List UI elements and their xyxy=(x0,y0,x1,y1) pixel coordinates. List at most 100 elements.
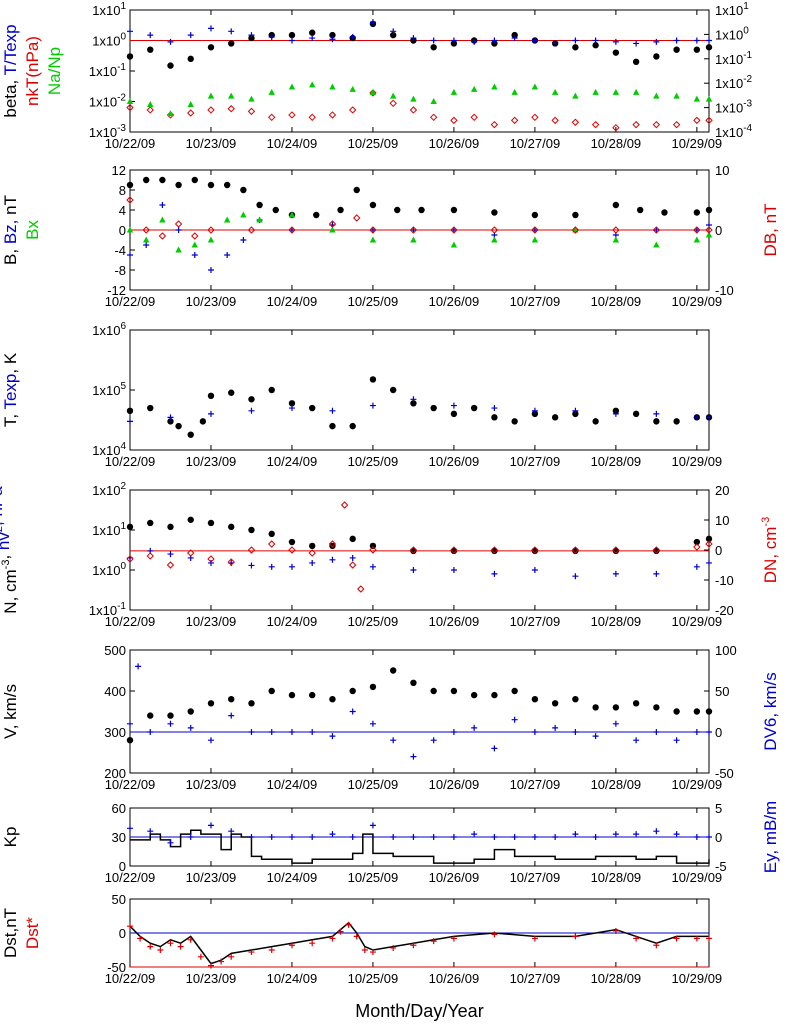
data-point xyxy=(693,834,700,840)
data-point xyxy=(207,181,215,189)
y-tick-label: 400 xyxy=(104,684,126,699)
y2-tick-label: 1x100 xyxy=(715,25,749,42)
data-point xyxy=(652,546,661,554)
y-axis-label-3: Na/Np xyxy=(45,47,64,95)
data-point xyxy=(309,940,316,947)
x-tick-label: 10/22/09 xyxy=(105,971,156,986)
data-point xyxy=(531,567,538,573)
data-point xyxy=(705,206,713,214)
data-point xyxy=(705,44,713,51)
y-tick-label: 1x10-1 xyxy=(89,601,127,618)
data-point xyxy=(612,570,619,577)
data-point xyxy=(345,921,352,928)
data-point xyxy=(288,211,296,218)
data-point xyxy=(369,201,377,209)
data-point xyxy=(369,402,376,409)
data-point xyxy=(268,88,275,95)
y-tick-label: 1x105 xyxy=(92,381,126,398)
data-point xyxy=(268,947,275,953)
data-point xyxy=(531,407,538,414)
data-point xyxy=(126,196,134,204)
x-tick-label: 10/29/09 xyxy=(672,136,723,151)
data-point xyxy=(268,530,275,538)
data-point xyxy=(410,567,417,573)
data-point xyxy=(369,720,376,727)
x-tick-label: 10/27/09 xyxy=(510,971,561,986)
data-point xyxy=(175,422,182,430)
x-tick-label: 10/23/09 xyxy=(186,454,237,469)
data-point xyxy=(349,687,356,695)
x-tick-label: 10/23/09 xyxy=(186,777,237,792)
y2-tick-label: -10 xyxy=(715,573,734,588)
y-tick-label: 500 xyxy=(104,643,126,658)
data-point xyxy=(187,724,194,731)
data-point xyxy=(531,211,539,219)
series-N-2 xyxy=(126,501,713,593)
data-point xyxy=(158,232,167,240)
data-point xyxy=(147,519,154,527)
x-tick-label: 10/27/09 xyxy=(510,777,561,792)
data-point xyxy=(572,696,579,703)
x-tick-label: 10/27/09 xyxy=(510,454,561,469)
data-point xyxy=(531,546,539,554)
data-point xyxy=(491,209,498,216)
data-point xyxy=(191,252,198,258)
data-point xyxy=(450,687,458,695)
x-tick-label: 10/24/09 xyxy=(267,777,318,792)
x-tick-label: 10/22/09 xyxy=(105,614,156,629)
x-axis-label: Month/Day/Year xyxy=(355,1001,483,1021)
data-point xyxy=(369,949,376,956)
x-tick-label: 10/28/09 xyxy=(591,971,642,986)
data-point xyxy=(349,85,356,92)
data-point xyxy=(491,931,498,938)
x-tick-label: 10/29/09 xyxy=(672,294,723,309)
data-point xyxy=(288,405,295,412)
data-point xyxy=(531,729,538,735)
data-point xyxy=(612,547,620,555)
data-point xyxy=(127,720,133,727)
panel-Dst: 10/22/09 10/23/09 10/24/09 10/25/09 10/26/09… xyxy=(1,892,722,986)
y-axis-label-right: Ey, mB/m xyxy=(761,801,780,873)
series-T-0 xyxy=(126,376,713,438)
data-point xyxy=(147,712,154,719)
data-point xyxy=(167,110,174,117)
data-point xyxy=(693,935,700,942)
data-point xyxy=(268,113,276,122)
data-point xyxy=(390,834,397,840)
data-point xyxy=(653,704,660,711)
data-point xyxy=(207,236,215,243)
data-point xyxy=(224,252,231,258)
data-point xyxy=(653,38,660,45)
data-point xyxy=(653,942,660,949)
data-point xyxy=(592,88,599,95)
data-point xyxy=(288,227,295,233)
data-point xyxy=(337,206,344,214)
data-point xyxy=(430,37,437,44)
y-tick-label: -12 xyxy=(107,283,126,298)
data-point xyxy=(552,40,559,47)
data-point xyxy=(329,226,336,233)
data-point xyxy=(490,120,499,129)
data-point xyxy=(592,834,599,840)
data-point xyxy=(328,220,337,228)
x-tick-label: 10/25/09 xyxy=(348,294,399,309)
series-Kp-1 xyxy=(127,822,712,846)
data-point xyxy=(248,700,255,707)
data-point xyxy=(706,729,712,735)
data-point xyxy=(552,834,559,840)
data-point xyxy=(673,37,680,44)
data-point xyxy=(207,410,214,417)
data-point xyxy=(693,46,701,53)
data-point xyxy=(531,83,539,90)
data-point xyxy=(167,523,174,531)
data-point xyxy=(430,404,437,412)
data-point xyxy=(228,389,235,396)
data-point xyxy=(511,687,518,695)
data-point xyxy=(471,724,478,731)
data-point xyxy=(612,49,620,56)
data-point xyxy=(693,37,700,44)
data-point xyxy=(167,720,174,727)
x-tick-label: 10/28/09 xyxy=(591,136,642,151)
y2-tick-label: 10 xyxy=(715,163,729,178)
data-point xyxy=(187,549,195,557)
